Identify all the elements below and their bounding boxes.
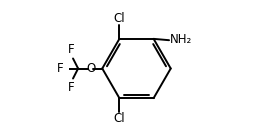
Text: F: F (68, 81, 75, 94)
Text: F: F (68, 43, 75, 56)
Text: NH₂: NH₂ (170, 33, 192, 46)
Text: O: O (86, 62, 96, 75)
Text: Cl: Cl (114, 12, 125, 25)
Text: F: F (57, 62, 63, 75)
Text: Cl: Cl (114, 112, 125, 125)
